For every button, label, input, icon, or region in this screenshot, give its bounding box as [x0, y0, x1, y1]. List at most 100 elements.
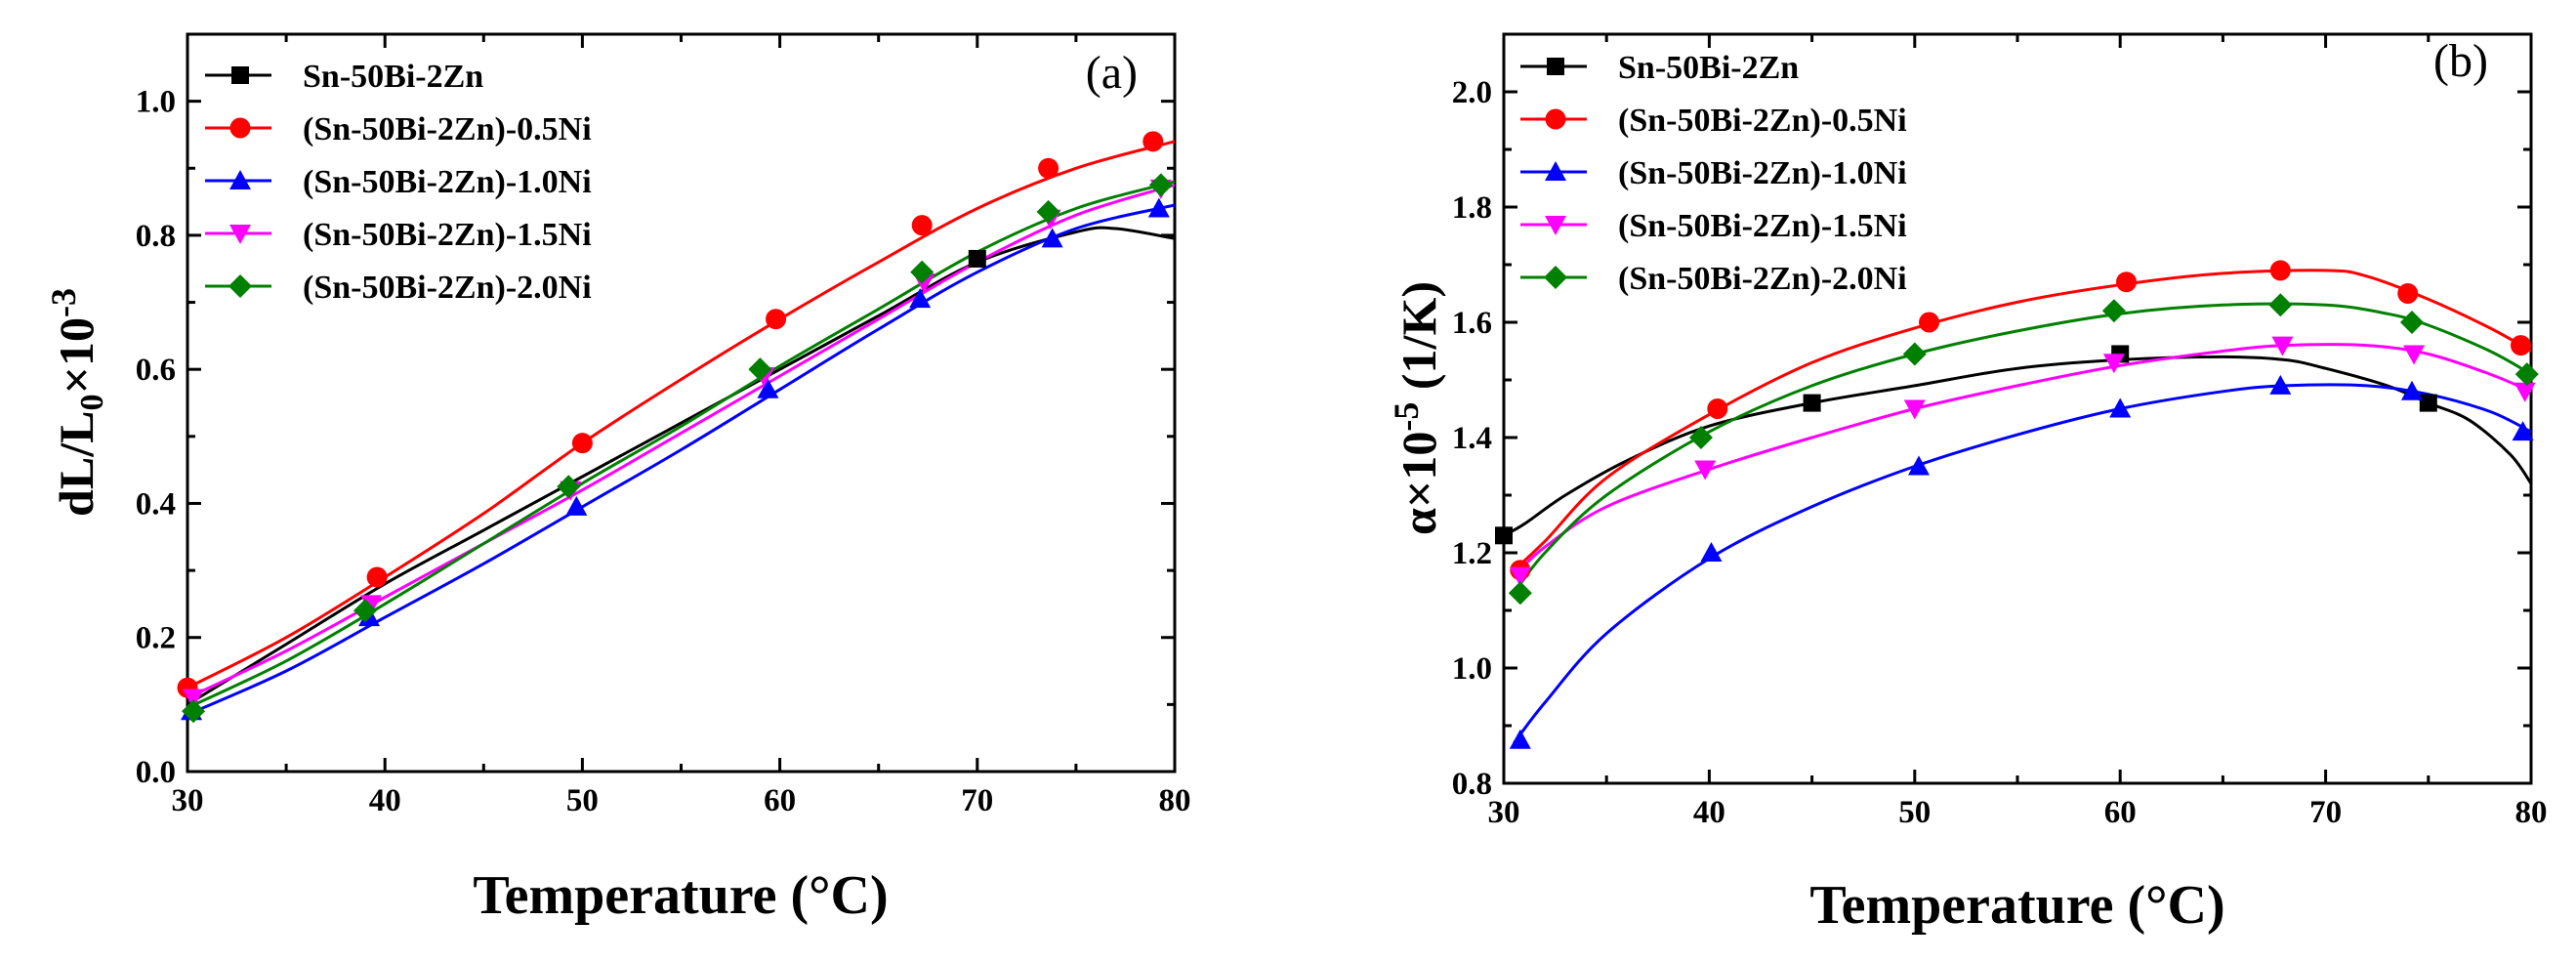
legend-marker-4: [229, 274, 252, 298]
series-2-point-4: [909, 288, 932, 309]
legend-marker-1: [1545, 108, 1566, 130]
series-1-point-1: [366, 566, 388, 588]
legend-marker-2: [1545, 161, 1566, 181]
y-axis-title: dL/L0×10-3: [44, 288, 110, 517]
series-3-point-2: [1903, 399, 1926, 420]
series-1-point-3: [766, 309, 787, 330]
x-tick-label: 70: [2309, 795, 2342, 830]
series-2-point-5: [1041, 228, 1063, 248]
series-1-point-5: [2397, 283, 2419, 304]
series-3-point-0: [183, 689, 205, 709]
legend-label-4: (Sn-50Bi-2Zn)-2.0Ni: [303, 270, 592, 306]
y-axis-title-tail: (1/K): [1392, 281, 1446, 402]
y-axis-title-sup: -3: [44, 288, 83, 317]
series-2-point-5: [2400, 380, 2423, 400]
x-tick-label: 60: [764, 783, 796, 818]
series-line-0: [1504, 355, 2531, 537]
series-3-point-0: [1509, 566, 1531, 587]
series-2-point-1: [1700, 542, 1723, 562]
x-tick-label: 70: [961, 783, 993, 818]
series-1-point-4: [911, 215, 933, 236]
legend-label-0: Sn-50Bi-2Zn: [1618, 50, 1799, 86]
series-4-point-1: [1688, 426, 1713, 449]
legend-marker-4: [1544, 266, 1567, 289]
series-4-point-0: [182, 699, 206, 724]
panel-label: (a): [1086, 47, 1138, 99]
series-4-point-5: [1036, 199, 1060, 224]
series-3-point-3: [2102, 354, 2125, 374]
legend-label-3: (Sn-50Bi-2Zn)-1.5Ni: [1618, 208, 1907, 244]
legend-label-2: (Sn-50Bi-2Zn)-1.0Ni: [1618, 155, 1907, 191]
legend-marker-2: [229, 170, 251, 189]
y-tick-label: 1.0: [1452, 651, 1492, 687]
series-1-point-2: [571, 433, 593, 454]
y-tick-label: 2.0: [1452, 75, 1492, 110]
legend-label-1: (Sn-50Bi-2Zn)-0.5Ni: [1618, 103, 1907, 139]
series-2-point-3: [757, 378, 779, 398]
panel-label: (b): [2433, 35, 2488, 87]
series-3-point-6: [2514, 382, 2536, 402]
series-1-point-5: [1038, 157, 1059, 179]
y-axis-title-main: dL/L: [49, 411, 104, 517]
legend-label-0: Sn-50Bi-2Zn: [303, 59, 483, 95]
series-1-point-6: [1143, 131, 1164, 152]
series-4-point-4: [2268, 293, 2293, 317]
series-3-point-1: [1694, 460, 1717, 481]
series-line-4: [187, 180, 1175, 710]
y-tick-label: 1.4: [1452, 421, 1492, 456]
series-4-point-6: [1148, 173, 1173, 197]
y-tick-label: 0.0: [136, 755, 176, 790]
legend-marker-0: [1547, 58, 1564, 75]
series-2-point-0: [1509, 729, 1531, 749]
legend: Sn-50Bi-2Zn (Sn-50Bi-2Zn)-0.5Ni (Sn-50Bi-2…: [1520, 50, 1907, 297]
legend-marker-3: [1545, 216, 1566, 235]
series-line-2: [187, 203, 1175, 717]
series-4-point-3: [2101, 299, 2126, 323]
series-2-point-6: [2512, 421, 2534, 441]
series-group: [1504, 269, 2531, 744]
y-tick-label: 0.8: [136, 219, 176, 254]
series-2-point-6: [1147, 197, 1170, 218]
y-axis-title-main: α×10: [1392, 432, 1446, 535]
y-axis-title-tail: ×10: [49, 317, 104, 395]
x-tick-label: 40: [369, 783, 401, 818]
legend-label-4: (Sn-50Bi-2Zn)-2.0Ni: [1618, 261, 1907, 297]
series-0-point-3: [2419, 394, 2437, 412]
series-0-point-0: [1495, 526, 1513, 545]
x-tick-label: 40: [1693, 795, 1725, 830]
x-tick-label: 80: [2515, 795, 2548, 830]
legend-marker-0: [231, 66, 249, 84]
x-tick-label: 50: [566, 783, 599, 818]
series-line-1: [187, 140, 1175, 690]
series-4-point-2: [557, 475, 581, 499]
series-2-point-3: [2109, 397, 2132, 418]
x-tick-label: 80: [1159, 783, 1191, 818]
chart-panel-a: 30 40 50 60 70 80 0.0 0.2 0.4 0.6 0.8 1.0 Sn-50Bi-2Z…: [44, 32, 1191, 926]
y-tick-label: 0.4: [136, 486, 176, 522]
series-0-point-1: [1803, 394, 1821, 412]
series-1-point-6: [2510, 335, 2531, 356]
chart-panel-b: 30 40 50 60 70 80 0.8 1.0 1.2 1.4 1.6 1.8 2.0 Sn-50Bi…: [1387, 32, 2548, 936]
y-tick-label: 1.8: [1452, 190, 1492, 226]
legend: Sn-50Bi-2Zn (Sn-50Bi-2Zn)-0.5Ni (Sn-50Bi-2…: [205, 59, 592, 306]
legend-marker-3: [229, 225, 251, 244]
series-1-point-2: [1919, 312, 1940, 333]
series-4-point-4: [910, 260, 935, 284]
series-4-point-0: [1508, 581, 1532, 606]
y-tick-label: 1.6: [1452, 306, 1492, 341]
x-tick-label: 30: [172, 783, 204, 818]
x-tick-label: 50: [1898, 795, 1931, 830]
plot-frame: [186, 32, 1177, 774]
series-2-point-4: [2269, 374, 2292, 395]
x-axis-title: Temperature (°C): [473, 865, 888, 926]
series-3-point-5: [2403, 345, 2426, 365]
y-tick-label: 0.8: [1452, 767, 1492, 802]
series-1-point-3: [2116, 272, 2138, 293]
y-axis-title: α×10-5 (1/K): [1387, 281, 1446, 535]
x-tick-label: 60: [2104, 795, 2137, 830]
series-0-point-0: [968, 249, 986, 268]
series-4-point-2: [1902, 342, 1927, 366]
legend-marker-1: [229, 117, 251, 139]
y-tick-label: 1.2: [1452, 536, 1492, 571]
